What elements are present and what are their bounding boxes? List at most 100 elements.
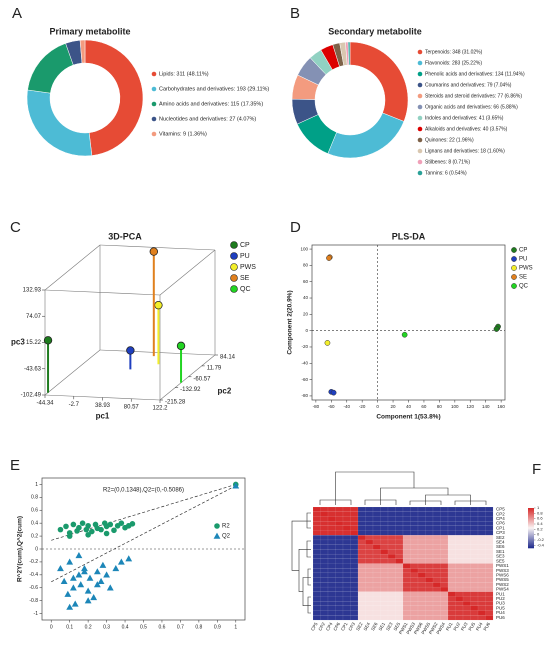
point xyxy=(79,520,86,526)
y-tick-label: 60 xyxy=(303,279,309,284)
heatmap-cell xyxy=(462,563,471,569)
legend-label: PWS xyxy=(240,264,256,271)
legend-label: Organic acids and derivatives: 66 (5.88%… xyxy=(425,104,518,110)
heatmap-cell xyxy=(365,591,374,597)
heatmap-cell xyxy=(477,610,486,616)
heatmap-cell xyxy=(470,572,479,578)
heatmap-cell xyxy=(447,586,456,592)
heatmap-cell xyxy=(485,516,494,522)
row-label: PU5 xyxy=(496,605,505,610)
y-tick-label: 0.4 xyxy=(31,521,38,527)
heatmap-cell xyxy=(387,525,396,531)
heatmap-cell xyxy=(432,582,441,588)
heatmap-cell xyxy=(320,610,329,616)
heatmap-cell xyxy=(357,577,366,583)
heatmap-cell xyxy=(380,553,389,559)
heatmap-cell xyxy=(447,539,456,545)
heatmap-cell xyxy=(417,553,426,559)
heatmap-cell xyxy=(380,539,389,545)
heatmap-cell xyxy=(335,605,344,611)
x-tick-label: 1 xyxy=(234,624,237,630)
heatmap-cell xyxy=(395,615,404,621)
legend-swatch xyxy=(511,265,517,271)
heatmap-cell xyxy=(447,521,456,526)
point xyxy=(84,587,92,594)
heatmap-cell xyxy=(410,610,419,616)
heatmap-cell xyxy=(477,521,486,526)
point xyxy=(112,564,120,572)
x-tick-label: 60 xyxy=(421,404,427,409)
heatmap-cell xyxy=(365,601,374,607)
y-tick-label: 0.8 xyxy=(31,495,38,501)
colorbar-label: 0 xyxy=(537,532,540,537)
fit-line xyxy=(51,484,236,541)
heatmap-cell xyxy=(335,558,344,564)
heatmap-cell xyxy=(395,525,404,531)
colorbar-step xyxy=(528,540,534,542)
heatmap-cell xyxy=(402,516,411,522)
colorbar-label: 0.6 xyxy=(537,516,543,521)
heatmap-cell xyxy=(447,549,456,555)
heatmap-cell xyxy=(365,605,374,611)
heatmap-cell xyxy=(395,553,404,559)
heatmap-cell xyxy=(455,525,464,531)
heatmap-cell xyxy=(357,605,366,611)
y-axis-label: Component 2(20.9%) xyxy=(287,290,294,354)
heatmap-cell xyxy=(342,516,351,522)
x-axis-label: Component 1(53.8%) xyxy=(376,414,440,421)
heatmap-cell xyxy=(402,511,411,517)
heatmap-cell xyxy=(440,535,449,541)
heatmap-cell xyxy=(387,572,396,578)
y-tick-label: 0.2 xyxy=(31,533,38,539)
heatmap-cell xyxy=(350,535,359,541)
heatmap-cell xyxy=(447,615,456,621)
legend-swatch xyxy=(511,283,517,289)
heatmap-cell xyxy=(327,572,336,578)
colorbar-step xyxy=(528,520,534,522)
heatmap-cell xyxy=(357,558,366,564)
heatmap-cell xyxy=(372,605,381,611)
heatmap-cell xyxy=(425,605,434,611)
heatmap-cell xyxy=(410,521,419,526)
legend-label: Quinones: 22 (1.96%) xyxy=(425,137,474,143)
heatmap-cell xyxy=(327,506,336,512)
heatmap-cell xyxy=(342,553,351,559)
heatmap-cell xyxy=(372,539,381,545)
point xyxy=(125,555,133,562)
donut-slice xyxy=(327,112,405,159)
colorbar-step xyxy=(528,544,534,546)
heatmap-cell xyxy=(335,525,344,531)
row-label: SE6 xyxy=(496,544,505,549)
heatmap-cell xyxy=(395,601,404,607)
point xyxy=(493,326,500,332)
colorbar-step xyxy=(528,508,534,510)
heatmap-cell xyxy=(485,553,494,559)
heatmap-cell xyxy=(327,544,336,550)
heatmap-cell xyxy=(455,506,464,512)
box-edge xyxy=(44,289,161,296)
heatmap-cell xyxy=(477,572,486,578)
legend-label: QC xyxy=(519,284,529,290)
heatmap-cell xyxy=(320,516,329,522)
heatmap-cell xyxy=(417,610,426,616)
heatmap-cell xyxy=(410,582,419,588)
heatmap-cell xyxy=(402,586,411,592)
column-label: PWS5 xyxy=(420,621,431,635)
heatmap-cell xyxy=(455,615,464,621)
legend-label: Indoles and derivatives: 41 (3.65%) xyxy=(425,115,504,121)
heatmap-cell xyxy=(455,601,464,607)
heatmap-cell xyxy=(440,601,449,607)
heatmap-cell xyxy=(455,553,464,559)
heatmap-cell xyxy=(425,544,434,550)
heatmap-cell xyxy=(327,596,336,602)
colorbar-step xyxy=(528,517,534,519)
heatmap-cell xyxy=(455,535,464,541)
y-tick-label: -80 xyxy=(301,393,308,398)
heatmap-cell xyxy=(440,610,449,616)
heatmap-cell xyxy=(410,596,419,602)
heatmap-cell xyxy=(470,516,479,522)
heatmap-cell xyxy=(387,530,396,536)
x-tick-label: 0.2 xyxy=(85,624,92,630)
heatmap-cell xyxy=(402,530,411,536)
